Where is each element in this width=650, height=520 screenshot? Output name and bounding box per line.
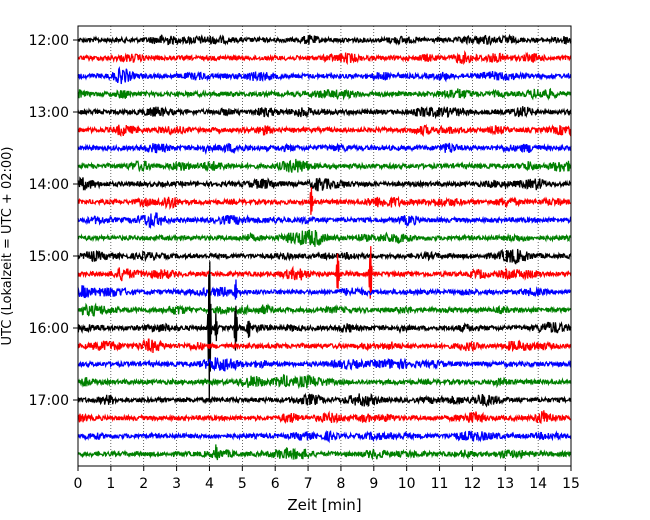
trace-line [77,49,572,66]
x-tick-label: 13 [496,476,514,492]
trace-line [77,246,572,299]
trace-line [77,392,572,408]
x-tick-label: 11 [431,476,449,492]
x-tick-label: 14 [529,476,547,492]
x-tick-label: 9 [369,476,378,492]
y-tick-label: 13:00 [29,105,69,121]
y-tick-label: 14:00 [29,177,69,193]
y-tick-label: 16:00 [29,321,69,337]
trace-line [77,444,572,461]
trace-line [77,176,572,192]
x-tick-label: 3 [172,476,181,492]
trace-line [77,123,572,138]
x-tick-label: 5 [238,476,247,492]
trace-line [77,248,572,265]
trace-line [77,373,572,390]
y-axis-title: UTC (Lokalzeit = UTC + 02:00) [0,147,15,346]
x-tick-label: 1 [106,476,115,492]
y-tick-label: 15:00 [29,249,69,265]
trace-line [77,302,572,317]
trace-line [77,33,572,46]
plot-frame [77,25,572,467]
y-tick-label: 12:00 [29,33,69,49]
x-axis-title: Zeit [min] [287,496,361,514]
trace-line [77,105,572,120]
trace-line [77,229,572,247]
traces [77,33,572,461]
x-tick-label: 10 [398,476,416,492]
trace-line [77,338,572,354]
plot-area [78,26,571,466]
x-tick-label: 4 [205,476,214,492]
x-tick-label: 7 [304,476,313,492]
trace-line [77,142,572,156]
trace-line [77,187,572,215]
y-axis: 12:00 13:00 14:00 15:00 16:00 17:00 [29,33,78,409]
trace-line [77,279,572,300]
x-tick-label: 8 [336,476,345,492]
x-tick-label: 2 [139,476,148,492]
trace-line [77,212,572,230]
trace-line [77,87,572,101]
x-axis: 0 1 2 3 4 5 6 7 8 9 10 11 12 13 14 15 [74,466,580,492]
trace-line [77,261,572,403]
trace-line [77,410,572,425]
trace-line [77,357,572,372]
trace-line [77,429,572,444]
x-tick-label: 6 [271,476,280,492]
trace-line [77,66,572,85]
y-tick-label: 17:00 [29,393,69,409]
x-tick-label: 0 [74,476,83,492]
x-tick-label: 15 [562,476,580,492]
trace-line [77,158,572,173]
x-tick-label: 12 [463,476,481,492]
